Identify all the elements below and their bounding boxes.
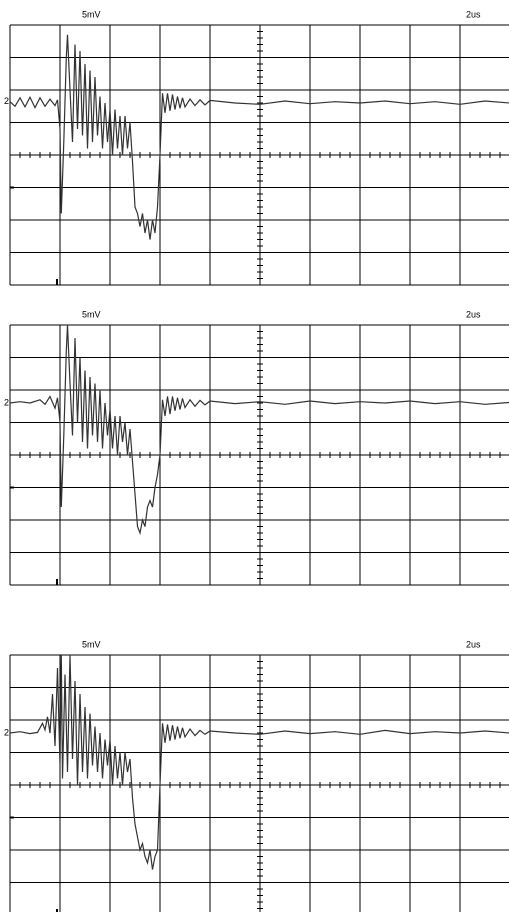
waveform [9,34,509,240]
scale-label: 5mV [82,9,101,19]
scope-panel: 5mV 2us 2 [4,639,509,912]
channel-label: 2 [4,397,9,407]
waveform [9,324,509,536]
time-label: 2us [466,309,481,319]
scale-label: 5mV [82,639,101,649]
scale-label: 5mV [82,309,101,319]
waveform [9,654,509,870]
time-label: 2us [466,639,481,649]
channel-label: 2 [4,727,9,737]
time-label: 2us [466,9,481,19]
scope-panel: 5mV 2us 2 [4,309,509,586]
scope-panel: 5mV 2us 2 [4,9,509,286]
channel-label: 2 [4,96,9,106]
